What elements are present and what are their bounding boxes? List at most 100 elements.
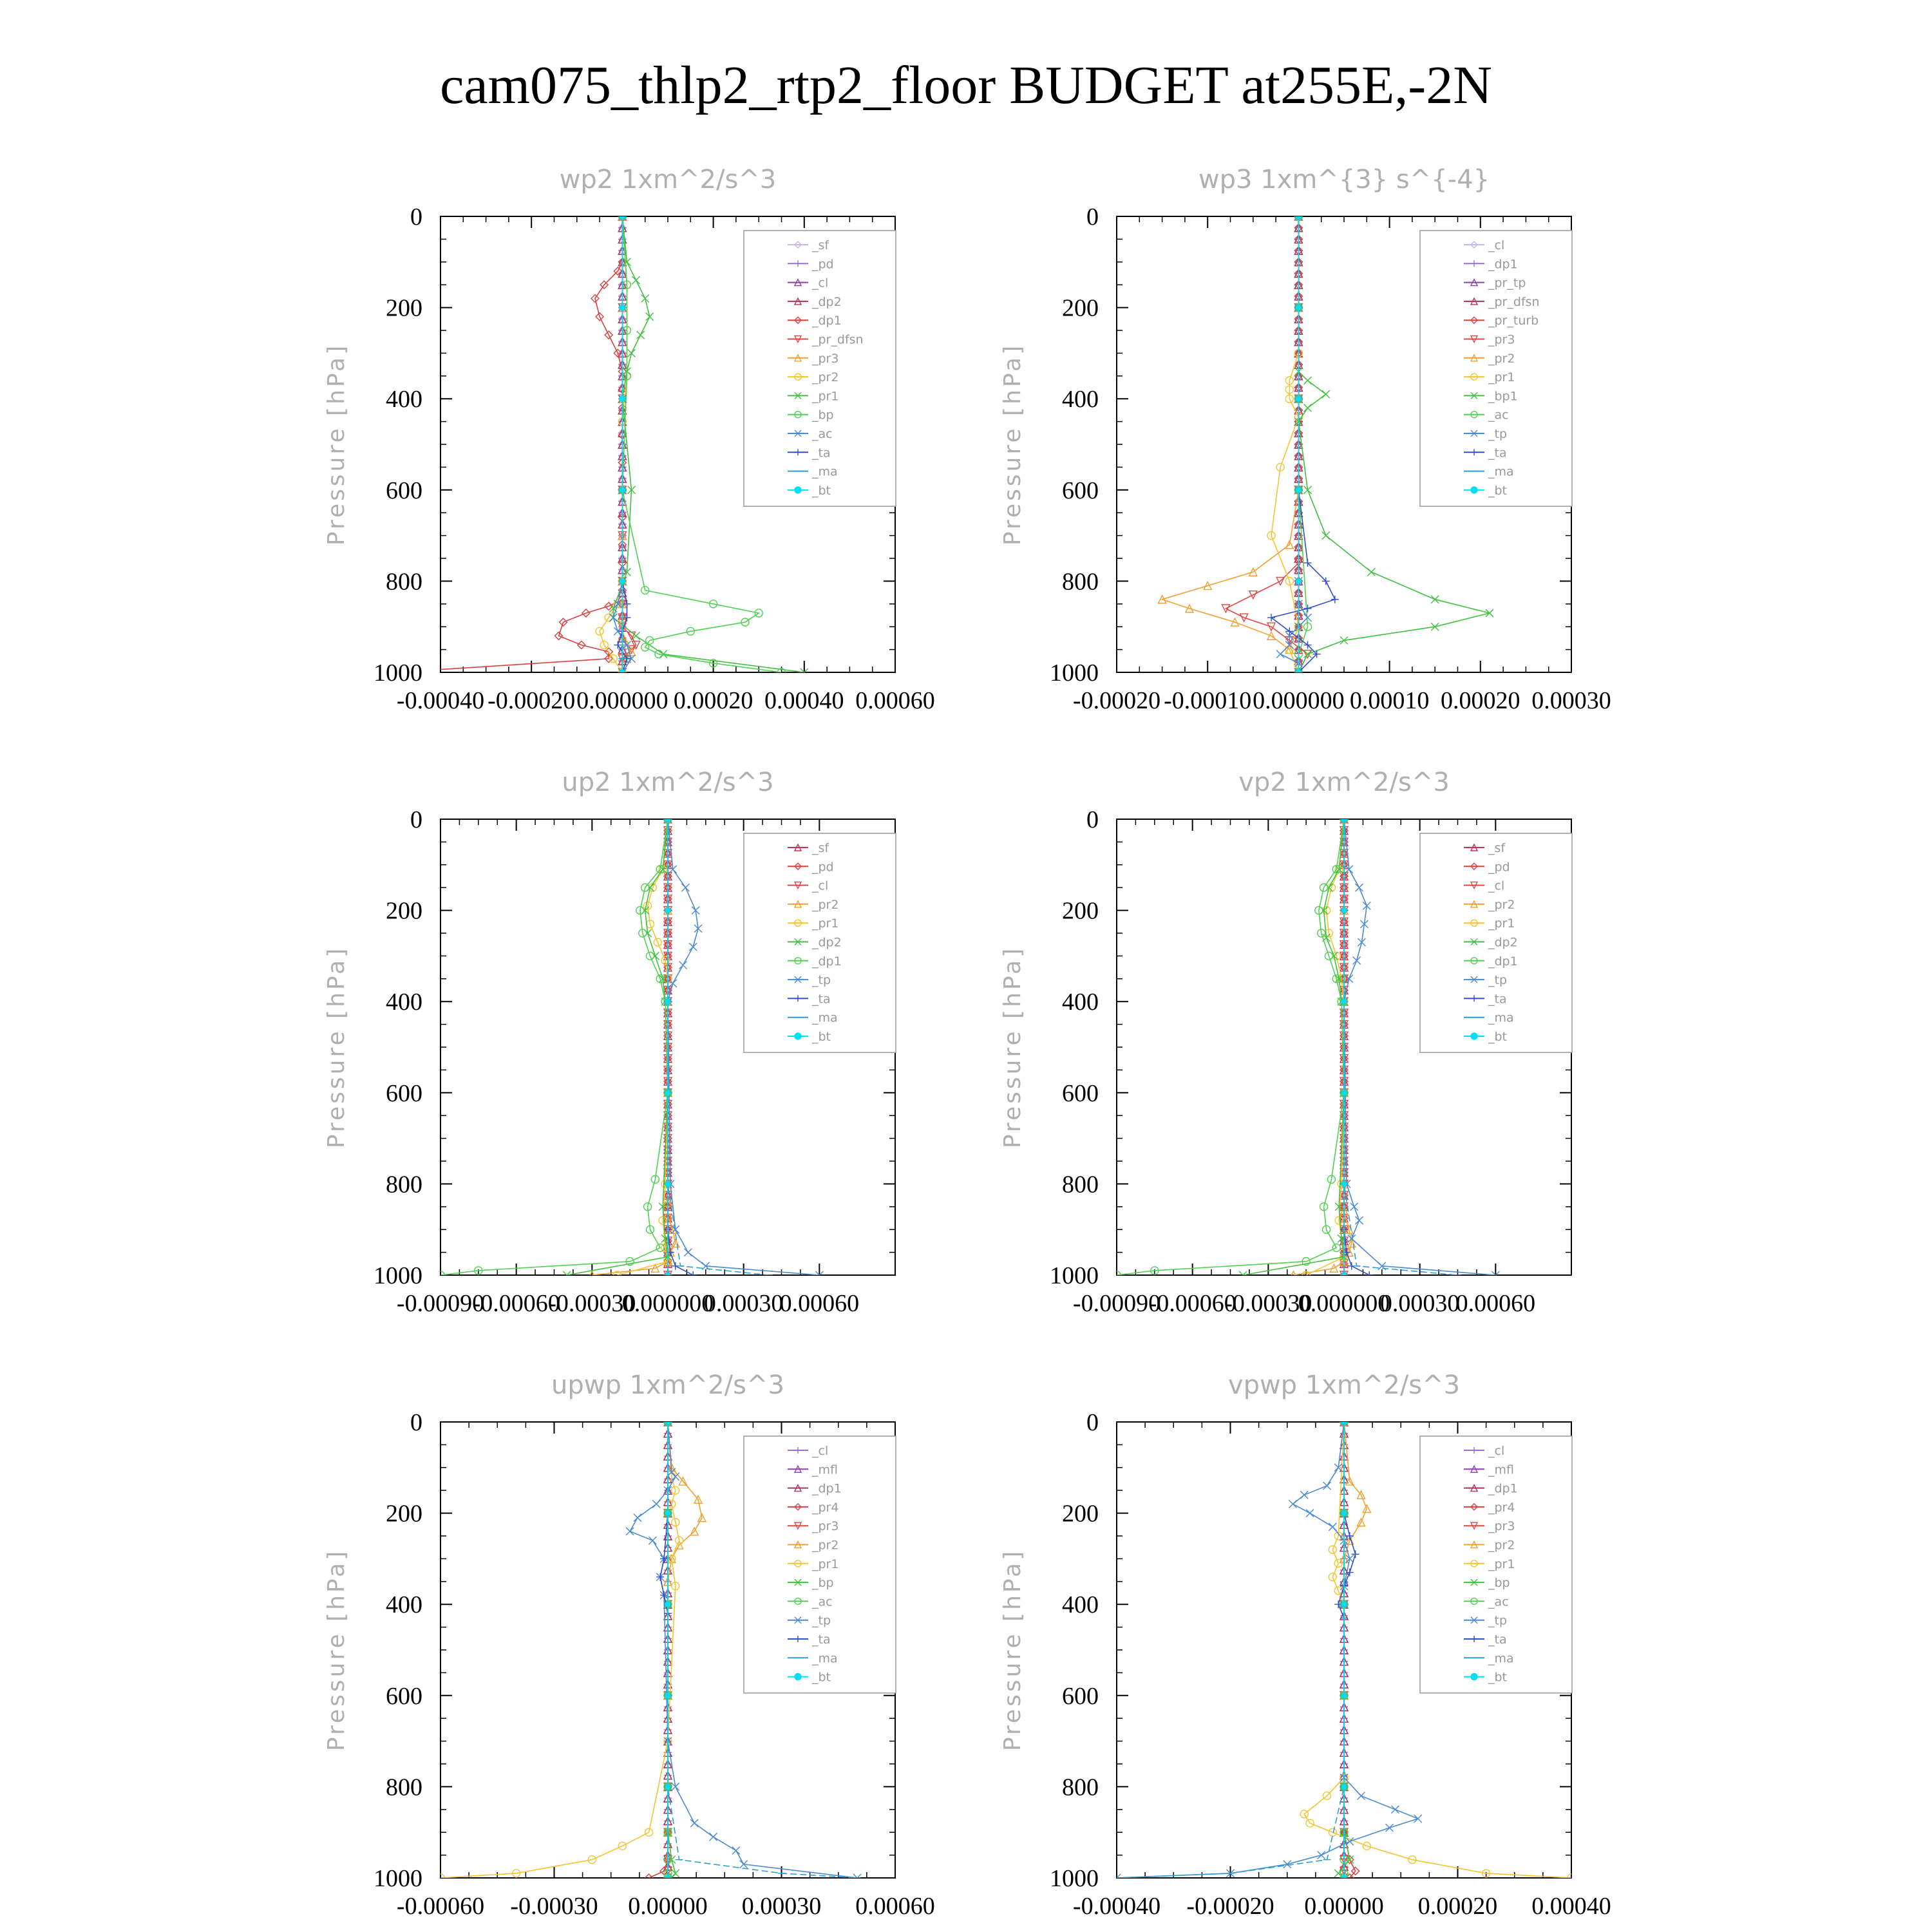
panel-2: wp3 1xm^{3} s^{-4} Pressure [hPa] 0 200 400 6… (999, 165, 1611, 714)
data-point (1332, 1243, 1341, 1253)
x-tick-label: -0.00090 (1073, 1290, 1160, 1317)
data-point (1367, 567, 1376, 576)
data-point (1356, 1490, 1366, 1499)
data-point (1285, 540, 1294, 549)
x-tick-label: 0.00060 (1456, 1290, 1536, 1317)
data-point (1295, 578, 1302, 585)
legend-marker (1470, 1522, 1479, 1530)
y-tick-label: 200 (1062, 898, 1099, 925)
y-tick-label: 200 (386, 295, 422, 322)
data-point (641, 883, 650, 892)
legend-marker (1470, 957, 1478, 965)
y-axis-label: Pressure [hPa] (999, 343, 1026, 545)
legend-box (1419, 1435, 1573, 1694)
legend-label: _bp1 (1488, 389, 1518, 403)
legend-marker (1471, 995, 1477, 1002)
data-point (671, 1869, 680, 1878)
y-tick-label: 800 (1062, 1774, 1099, 1801)
x-tick-label: 0.00020 (674, 687, 753, 714)
data-point (636, 330, 645, 339)
legend-marker (795, 995, 801, 1002)
series-line-dp1 (1117, 819, 1345, 1275)
legend-label: _ma (1488, 1011, 1514, 1025)
data-point (661, 1243, 670, 1253)
legend-label: _cl (1488, 1444, 1504, 1458)
legend-marker (1470, 335, 1479, 344)
data-point (691, 906, 700, 915)
data-point (1332, 865, 1341, 874)
data-point (1340, 819, 1349, 824)
data-point (1334, 974, 1343, 983)
data-point (653, 938, 663, 947)
panel-6: vpwp 1xm^2/s^3 Pressure [hPa] 0 200 400 600 80… (999, 1370, 1611, 1920)
data-point (1327, 1175, 1336, 1184)
legend-label: _sf (811, 841, 829, 855)
data-point (1345, 1532, 1354, 1540)
legend: _cl _mfl _dp1 _pr4 _pr3 _pr2 _pr1 _bp _ac _tp _ta _… (743, 1435, 896, 1694)
data-point (595, 312, 605, 321)
legend-marker (793, 843, 802, 851)
legend-marker (1470, 976, 1478, 983)
panel-4: vp2 1xm^2/s^3 Pressure [hPa] 0 200 400 600 800… (999, 768, 1573, 1317)
y-tick-label: 800 (386, 1171, 422, 1198)
legend-marker (1470, 392, 1478, 399)
legend-label: _ta (811, 1633, 831, 1647)
data-point (622, 280, 632, 289)
data-point (1221, 604, 1231, 614)
legend-label: _mfl (1488, 1463, 1514, 1477)
data-point (1295, 304, 1302, 311)
legend: _sf _pd _cl _dp2 _dp1 _pr_dfsn _pr3 _pr2 _pr1 _bp… (743, 230, 896, 507)
x-tick-label: -0.00040 (1073, 1893, 1160, 1920)
x-tick-label: 0.00060 (780, 1290, 860, 1317)
panels-container: wp2 1xm^2/s^3 Pressure [hPa] 0 200 400 600 800… (323, 165, 1611, 1920)
legend-marker (1470, 938, 1478, 945)
data-point (1150, 1266, 1159, 1275)
data-point (1303, 649, 1312, 659)
data-point (1340, 1422, 1349, 1426)
data-point (1283, 1860, 1292, 1869)
y-tick-label: 0 (1086, 806, 1099, 833)
data-point (697, 1513, 707, 1522)
data-point (1337, 974, 1346, 983)
x-tick-label: -0.00040 (397, 687, 484, 714)
legend-marker (1470, 919, 1478, 927)
data-point (1341, 1783, 1347, 1790)
data-point (1239, 613, 1249, 623)
data-point (644, 1828, 654, 1837)
data-point (576, 640, 586, 650)
series-line-bp (621, 216, 782, 672)
data-point (627, 348, 636, 357)
data-point (1345, 974, 1354, 983)
data-point (679, 961, 688, 970)
legend-marker (794, 1597, 802, 1605)
legend-box (743, 833, 896, 1054)
data-point (1276, 650, 1285, 659)
data-point (619, 216, 626, 220)
data-point (652, 1499, 661, 1508)
data-point (1362, 1841, 1372, 1851)
y-tick-label: 600 (1062, 477, 1099, 504)
data-point (618, 668, 627, 672)
legend-label: _bt (1488, 1671, 1507, 1685)
data-point (1334, 1558, 1343, 1568)
legend-marker (794, 392, 802, 399)
data-point (1334, 1463, 1343, 1472)
legend-label: _dp1 (1488, 954, 1518, 969)
legend-marker (1470, 411, 1478, 419)
legend-marker (1470, 1672, 1478, 1681)
data-point (665, 1692, 671, 1699)
data-point (622, 372, 632, 381)
y-tick-label: 200 (386, 1501, 422, 1528)
panel-title: up2 1xm^2/s^3 (562, 768, 773, 797)
data-point (1321, 1225, 1331, 1234)
data-point (645, 312, 654, 321)
data-point (604, 601, 614, 611)
data-point (1285, 385, 1294, 394)
data-point (665, 1601, 671, 1607)
legend-label: _ma (811, 1651, 838, 1665)
data-point (650, 1263, 660, 1273)
series-line-bp1 (1298, 216, 1490, 672)
series-group (440, 1422, 862, 1878)
data-point (1328, 1522, 1337, 1531)
x-tick-label: 0.00060 (855, 1893, 935, 1920)
